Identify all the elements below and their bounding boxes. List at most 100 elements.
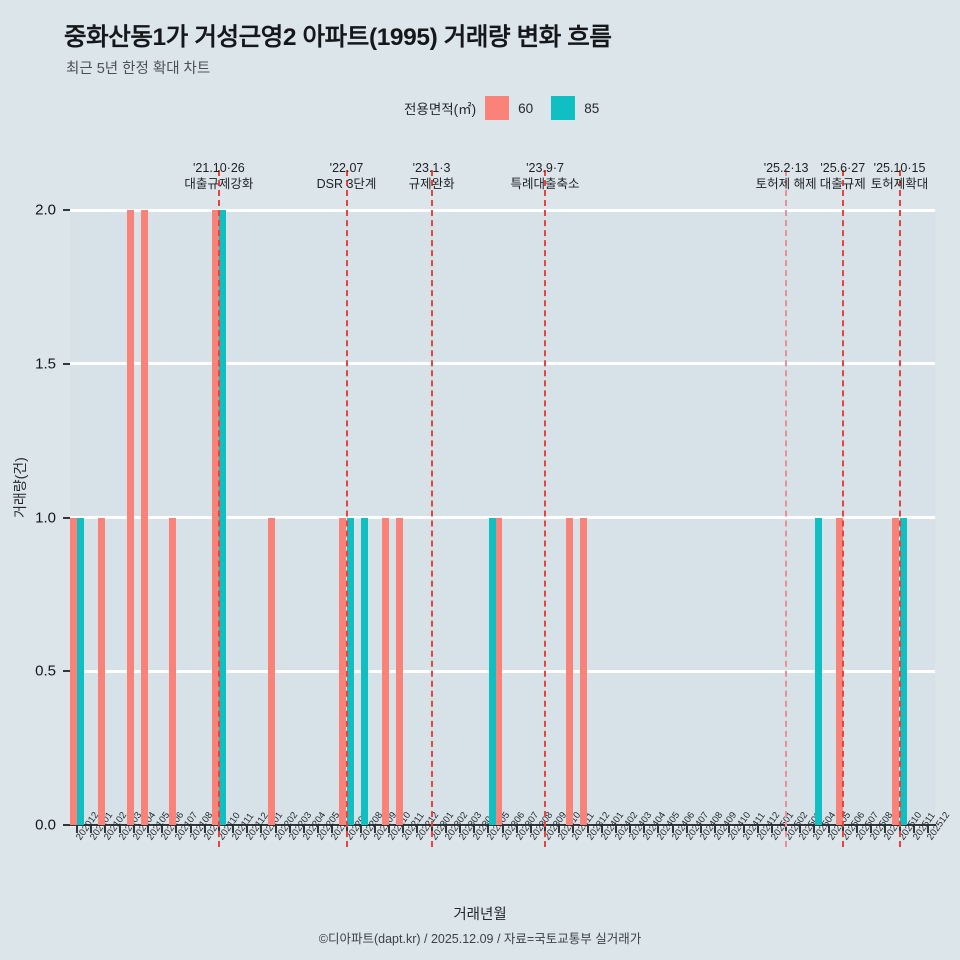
bar[interactable] [892, 517, 900, 825]
event-annotation: '23.9·7 특례대출축소 [511, 160, 580, 193]
bar[interactable] [814, 517, 822, 825]
x-axis-tick-mark [232, 826, 235, 833]
bar[interactable] [495, 517, 503, 825]
event-annotation-date: '22.07 [329, 161, 364, 175]
x-axis-tick-mark [132, 826, 135, 833]
x-axis-tick-mark [76, 826, 79, 833]
x-axis-tick-mark [260, 826, 263, 833]
x-axis-tick-mark [529, 826, 532, 833]
bar[interactable] [126, 210, 134, 825]
bar[interactable] [580, 517, 588, 825]
event-annotation-date: '25.10·15 [873, 161, 926, 175]
event-annotation-date: '21.10·26 [193, 161, 245, 175]
x-axis-tick-mark [742, 826, 745, 833]
x-axis-tick-mark [161, 826, 164, 833]
chart-legend: 전용면적(㎡) 60 85 [404, 96, 617, 120]
bar[interactable] [360, 517, 368, 825]
bar[interactable] [339, 517, 347, 825]
x-axis-tick-mark [359, 826, 362, 833]
x-axis-tick-mark [501, 826, 504, 833]
x-axis-line [70, 824, 936, 826]
legend-item-85[interactable]: 85 [551, 96, 609, 120]
gridline [70, 362, 935, 366]
event-annotation: '25.6·27 대출규제 [820, 160, 866, 193]
event-annotation-text: 대출규제 [819, 177, 866, 191]
y-axis-title: 거래량(건) [12, 457, 28, 518]
x-axis-tick-mark [912, 826, 915, 833]
bar[interactable] [346, 517, 354, 825]
x-axis-tick-mark [246, 826, 249, 833]
legend-item-60[interactable]: 60 [485, 96, 543, 120]
event-annotation-text: DSR 3단계 [316, 177, 377, 191]
x-axis-tick-mark [926, 826, 929, 833]
bar[interactable] [835, 517, 843, 825]
y-axis-tick-mark [63, 209, 70, 211]
x-axis-tick-mark [288, 826, 291, 833]
bar[interactable] [566, 517, 574, 825]
bar[interactable] [899, 517, 907, 825]
x-axis-tick-mark [600, 826, 603, 833]
x-axis-tick-mark [884, 826, 887, 833]
gridline [70, 516, 935, 519]
bar[interactable] [69, 517, 77, 825]
legend-label-60: 60 [518, 100, 534, 116]
x-axis-tick-mark [90, 826, 93, 833]
y-axis-tick-label: 1.5 [35, 355, 56, 373]
y-axis: 0.0 0.5 1.0 1.5 2.0 [0, 202, 70, 834]
x-axis-tick-mark [146, 826, 149, 833]
event-marker-line [217, 170, 220, 847]
page-subtitle: 최근 5년 한정 확대 차트 [66, 61, 211, 77]
event-annotation: '23.1·3 규제완화 [409, 160, 455, 193]
bar[interactable] [77, 517, 85, 825]
bar[interactable] [268, 517, 276, 825]
x-axis-tick-mark [799, 826, 802, 833]
x-axis-tick-mark [728, 826, 731, 833]
x-axis-tick-mark [104, 826, 107, 833]
bar[interactable] [219, 210, 227, 825]
bar[interactable] [381, 517, 389, 825]
legend-swatch-60 [485, 96, 510, 120]
bar[interactable] [395, 517, 403, 825]
x-axis-tick-mark [444, 826, 447, 833]
x-axis-tick-mark [487, 826, 490, 833]
x-axis-tick-mark [175, 826, 178, 833]
event-annotation: '21.10·26 대출규제강화 [184, 160, 253, 193]
bar[interactable] [488, 517, 496, 825]
event-annotation-date: '25.6·27 [820, 161, 866, 175]
bar[interactable] [169, 517, 177, 825]
bar[interactable] [140, 210, 148, 825]
x-axis-tick-mark [558, 826, 561, 833]
x-axis-tick-mark [856, 826, 858, 833]
event-marker-line [785, 170, 788, 847]
x-axis-tick-mark [189, 826, 192, 833]
bar[interactable] [211, 210, 219, 825]
x-axis-tick-mark [629, 826, 632, 833]
y-axis-tick-label: 0.5 [35, 662, 56, 680]
x-axis-tick-mark [458, 826, 461, 833]
x-axis-tick-mark [302, 826, 305, 833]
event-marker-line [544, 170, 547, 847]
legend-label-85: 85 [584, 100, 600, 116]
x-axis-tick-mark [870, 826, 873, 833]
y-axis-tick-label: 2.0 [35, 201, 56, 219]
x-axis-title: 거래년월 [453, 907, 507, 923]
gridline [70, 669, 935, 673]
x-axis-tick-mark [274, 826, 277, 833]
event-annotation-text: 토허제확대 [870, 177, 929, 191]
x-axis-tick-mark [586, 826, 589, 833]
event-annotation-text: 토허제 해제 [755, 177, 817, 191]
x-axis-tick-mark [714, 826, 717, 833]
x-axis-tick-mark [700, 826, 703, 833]
event-marker-line [898, 170, 901, 847]
event-annotation-text: 특례대출축소 [510, 177, 580, 191]
x-axis-tick-mark [614, 826, 617, 833]
x-axis-tick-mark [657, 826, 660, 833]
event-annotation: '25.2·13 토허제 해제 [756, 160, 817, 193]
x-axis-tick-mark [685, 826, 688, 833]
x-axis-tick-mark [416, 826, 419, 833]
bar[interactable] [98, 517, 106, 825]
y-axis-tick-mark [63, 516, 70, 519]
x-axis-tick-mark [317, 826, 320, 833]
y-axis-tick-mark [63, 824, 70, 826]
